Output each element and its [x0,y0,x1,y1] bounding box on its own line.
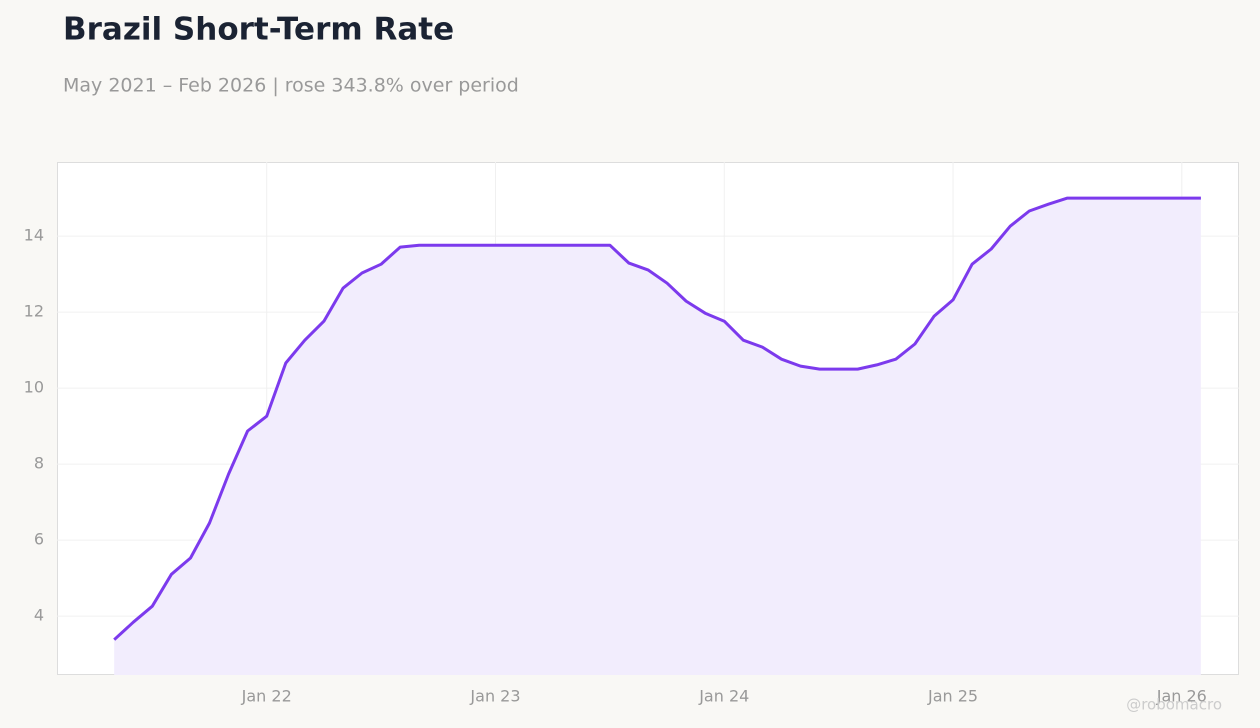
x-tick-label: Jan 25 [927,687,978,706]
y-tick-label: 4 [34,606,44,625]
x-tick-label: Jan 23 [469,687,520,706]
x-tick-label: Jan 26 [1156,687,1207,706]
line [113,196,1201,641]
y-tick-label: 6 [34,530,44,549]
chart-title: Brazil Short-Term Rate [63,12,454,48]
x-tick-label: Jan 22 [241,687,292,706]
watermark: @robomacro [1126,696,1222,714]
chart-subtitle: May 2021 – Feb 2026 | rose 343.8% over p… [63,75,519,97]
y-tick-label: 10 [24,378,44,397]
area [114,198,1201,675]
y-tick-label: 12 [24,302,44,321]
y-tick-label: 14 [24,226,44,245]
x-tick-label: Jan 24 [698,687,749,706]
y-tick-label: 8 [34,454,44,473]
